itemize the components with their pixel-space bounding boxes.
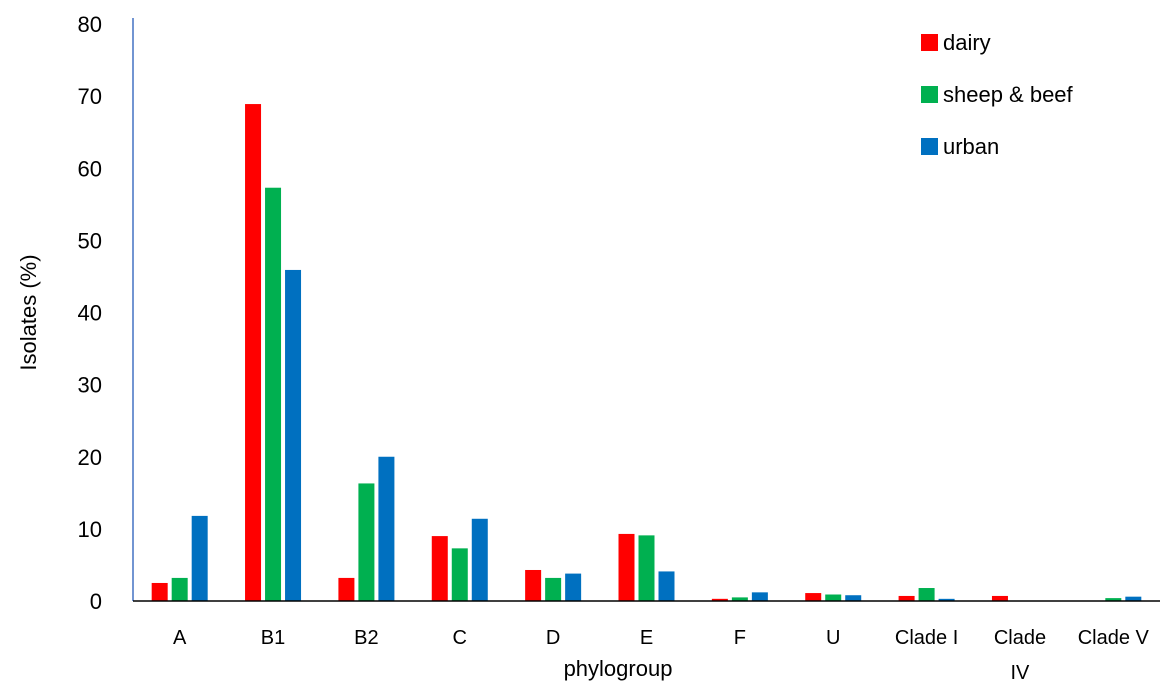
bar-urban-a [191,515,208,601]
y-tick-label: 30 [78,373,102,398]
x-category-label: A [173,627,187,649]
x-category-label: E [640,627,653,649]
x-axis: A B1 B2 C D E F U Clade I Clade IV Clade V [133,600,1160,684]
bar-dairy-u [805,593,822,601]
bar-dairy-b1 [245,104,262,601]
bar-urban-d [565,573,582,601]
bar-sheep-beef-e [638,535,655,601]
bar-dairy-f [711,598,728,601]
bar-sheep-beef-f [731,597,748,601]
x-category-label: Clade IV [994,627,1046,684]
y-tick-label: 50 [78,228,102,253]
bar-urban-b1 [285,269,302,601]
legend-swatch [921,138,938,155]
bar-dairy-a [151,582,168,601]
bar-sheep-beef-u [825,594,842,601]
x-category-label: B2 [354,627,378,649]
x-category-label: U [826,627,840,649]
y-tick-label: 40 [78,301,102,326]
bar-urban-f [751,592,768,601]
x-category-label: B1 [261,627,285,649]
legend-swatch [921,86,938,103]
y-tick-label: 80 [78,12,102,37]
legend-label: sheep & beef [943,82,1074,107]
y-tick-label: 70 [78,84,102,109]
x-category-label: F [734,627,746,649]
x-category-label: Clade I [895,627,958,649]
bar-urban-c [471,518,488,601]
bar-dairy-d [525,569,542,601]
bars [151,104,1142,601]
bar-sheep-beef-clade-v [1105,598,1122,601]
bar-urban-clade-i [938,598,955,601]
y-axis: 0 10 20 30 40 50 60 70 80 [78,12,134,614]
x-category-label: D [546,627,560,649]
legend-label: dairy [943,30,991,55]
bar-dairy-clade-i [898,595,915,601]
x-category-label: Clade V [1078,627,1150,649]
legend-swatch [921,34,938,51]
bar-urban-u [845,595,862,601]
bar-sheep-beef-b2 [358,483,375,601]
y-tick-label: 10 [78,517,102,542]
legend-label: urban [943,134,999,159]
bar-urban-e [658,571,675,601]
x-category-label: C [453,627,467,649]
bar-dairy-c [431,536,448,601]
bar-sheep-beef-clade-i [918,588,935,601]
bar-sheep-beef-c [451,548,468,601]
bar-sheep-beef-d [545,577,562,601]
bar-dairy-b2 [338,577,355,601]
y-tick-label: 20 [78,445,102,470]
y-axis-title: Isolates (%) [16,254,41,370]
x-axis-title: phylogroup [564,656,673,681]
bar-sheep-beef-b1 [265,187,282,601]
bar-urban-clade-v [1125,596,1142,601]
bar-dairy-clade-iv [991,595,1008,601]
legend: dairy sheep & beef urban [921,30,1074,159]
y-tick-label: 60 [78,156,102,181]
bar-urban-b2 [378,456,395,601]
y-tick-label: 0 [90,589,102,614]
bar-dairy-e [618,533,635,601]
bar-sheep-beef-a [171,577,188,601]
